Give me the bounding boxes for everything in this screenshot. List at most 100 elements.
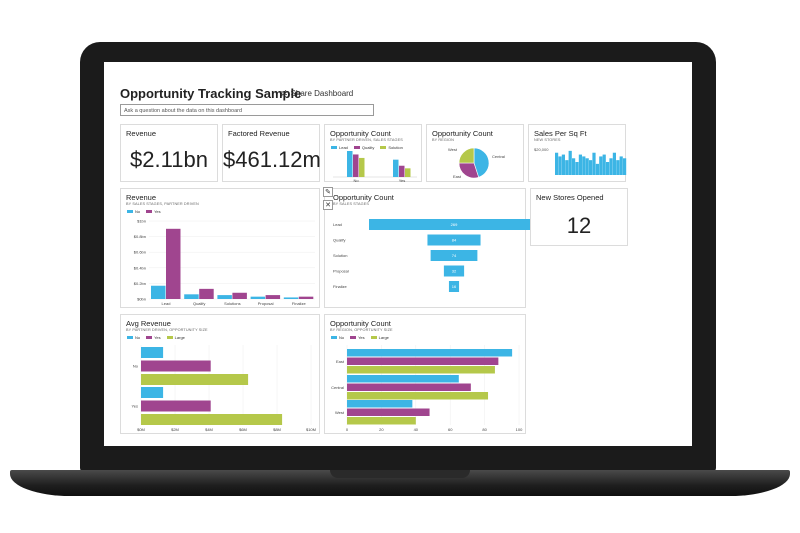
bar <box>565 160 569 175</box>
new-stores-value: 12 <box>566 213 592 238</box>
bar <box>298 296 314 299</box>
legend-item: Lead <box>331 145 348 150</box>
bar <box>595 163 599 175</box>
y-tick-label: $0.8bn <box>134 234 146 239</box>
bar <box>151 285 166 299</box>
tile-title: Revenue <box>126 129 157 138</box>
tile-title: Opportunity Count <box>432 129 493 138</box>
sales-sqft-chart <box>555 150 627 175</box>
legend-item: No <box>127 335 140 340</box>
tile-title: Revenue <box>126 193 157 202</box>
new-stores-tile[interactable]: New Stores Opened 12 <box>530 188 628 246</box>
opp-count-stages-tile[interactable]: Opportunity Count BY PARTNER DRIVEN, SAL… <box>324 124 422 183</box>
bar <box>616 160 620 175</box>
edit-icon[interactable]: ✎ <box>323 187 333 197</box>
y-tick-label: $0.6bn <box>134 250 146 255</box>
bar <box>572 158 576 175</box>
bar <box>399 165 405 177</box>
revenue-value: $2.11bn <box>130 147 208 172</box>
bar <box>555 152 559 175</box>
bar <box>265 295 281 299</box>
bar <box>347 408 430 416</box>
bar <box>347 349 513 357</box>
bar <box>623 158 627 175</box>
x-tick-label: 100 <box>516 427 523 432</box>
close-icon[interactable]: ✕ <box>323 200 333 210</box>
legend-item: Yes <box>350 335 365 340</box>
bar <box>619 156 623 175</box>
revenue-stages-chart: $0bn $0.2bn $0.4bn $0.6bn $0.8bn $1bn Lead Qual… <box>134 219 315 306</box>
x-tick-label: Yes <box>399 178 406 183</box>
legend-item: No <box>331 335 344 340</box>
x-tick-label: Qualify <box>193 301 205 306</box>
share-dashboard-button[interactable]: ⇄ Share Dashboard <box>280 88 353 99</box>
legend-item: Large <box>370 335 389 340</box>
tile-title: Sales Per Sq Ft <box>534 129 587 138</box>
tile-subtitle: NEW STORES <box>534 138 561 142</box>
opp-count-region-tile[interactable]: Opportunity Count BY REGION West Central E… <box>426 124 524 182</box>
bar <box>232 292 247 299</box>
funnel-tile[interactable]: Opportunity Count BY SALES STAGES Lead 26… <box>324 188 539 308</box>
dashboard-title: Opportunity Tracking Sample <box>120 86 302 101</box>
bar <box>612 152 616 175</box>
tile-title: Factored Revenue <box>228 129 290 138</box>
x-tick-label: Solutions <box>224 301 240 306</box>
x-tick-label: $6M <box>239 427 247 432</box>
revenue-tile[interactable]: Revenue $2.11bn <box>120 124 218 182</box>
funnel-bar <box>448 281 460 292</box>
legend: Lead Quality Solution <box>331 145 403 150</box>
tile-title: Opportunity Count <box>330 129 391 138</box>
bar <box>166 228 181 299</box>
opp-count-size-tile[interactable]: Opportunity Count BY REGION, OPPORTUNITY… <box>324 314 526 434</box>
tile-title: Opportunity Count <box>333 193 394 202</box>
x-tick-label: $8M <box>273 427 281 432</box>
bar <box>602 154 606 175</box>
tile-title: Avg Revenue <box>126 319 171 328</box>
legend: No Yes Large <box>127 335 185 340</box>
avg-revenue-tile[interactable]: Avg Revenue BY PARTNER DRIVEN, OPPORTUNI… <box>120 314 320 434</box>
tile-title: Opportunity Count <box>330 319 391 328</box>
bar <box>347 400 413 408</box>
legend-item: No <box>127 209 140 214</box>
funnel-chart: Lead 269 Qualify 84 Solution 74 Proposal 32 Fina… <box>333 219 539 292</box>
y-tick-label: Yes <box>131 404 138 409</box>
y-max-label: $20,000 <box>534 147 549 152</box>
bar <box>283 297 299 299</box>
sales-sqft-tile[interactable]: Sales Per Sq Ft NEW STORES $20,000 <box>528 124 627 182</box>
qa-input[interactable]: Ask a question about the data on this da… <box>120 104 374 116</box>
x-tick-label: Lead <box>162 301 171 306</box>
tile-title: New Stores Opened <box>536 193 604 202</box>
legend-item: Solution <box>380 145 403 150</box>
bar <box>592 152 596 175</box>
y-tick-label: Central <box>331 385 344 390</box>
bar <box>347 383 471 391</box>
factored-revenue-tile[interactable]: Factored Revenue $461.12m <box>222 124 321 182</box>
x-tick-label: 60 <box>448 427 453 432</box>
pie-slice <box>458 147 475 164</box>
tile-subtitle: BY SALES STAGES, PARTNER DRIVEN <box>126 202 199 206</box>
funnel-stage-label: Finalize <box>333 284 348 289</box>
x-tick-label: 0 <box>346 427 349 432</box>
bar <box>589 160 593 175</box>
bar <box>353 154 359 177</box>
bar <box>217 295 232 299</box>
x-tick-label: Proposal <box>258 301 274 306</box>
legend-item: Large <box>166 335 185 340</box>
legend-item: Quality <box>353 145 374 150</box>
y-tick-label: $0.2bn <box>134 281 146 286</box>
bar <box>578 154 582 175</box>
bar <box>141 360 211 372</box>
bar <box>184 294 199 299</box>
x-tick-label: $2M <box>171 427 179 432</box>
x-tick-label: 80 <box>482 427 487 432</box>
funnel-value-label: 32 <box>452 269 457 274</box>
x-tick-label: $0M <box>137 427 145 432</box>
bar <box>568 150 572 175</box>
funnel-value-label: 16 <box>452 284 457 289</box>
funnel-bar <box>430 250 478 261</box>
bar <box>561 154 565 175</box>
tile-subtitle: BY REGION, OPPORTUNITY SIZE <box>330 328 393 332</box>
revenue-stages-tile[interactable]: Revenue BY SALES STAGES, PARTNER DRIVEN … <box>120 188 320 308</box>
x-tick-label: $4M <box>205 427 213 432</box>
tile-subtitle: BY PARTNER DRIVEN, OPPORTUNITY SIZE <box>126 328 208 332</box>
